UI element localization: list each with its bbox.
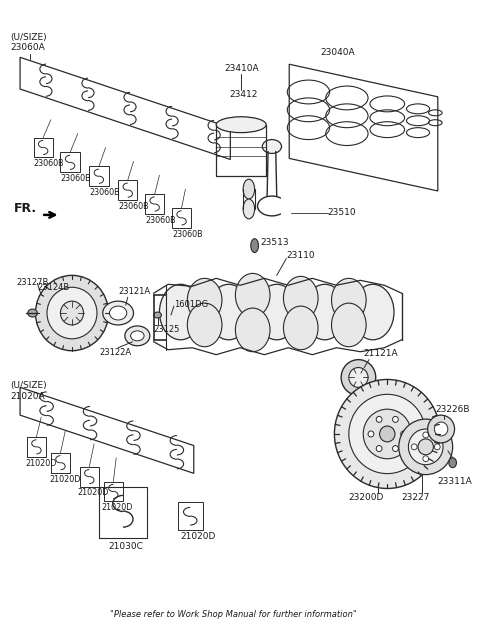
Ellipse shape [60, 301, 84, 325]
Ellipse shape [251, 238, 258, 252]
Text: 23125: 23125 [154, 325, 180, 334]
Text: 23110: 23110 [287, 250, 315, 259]
Ellipse shape [352, 284, 394, 340]
Text: 23060B: 23060B [118, 202, 149, 211]
Ellipse shape [187, 303, 222, 347]
Bar [60, 152, 80, 172]
Text: 23060B: 23060B [172, 230, 203, 239]
Ellipse shape [393, 417, 398, 422]
Ellipse shape [363, 409, 411, 459]
Ellipse shape [368, 431, 374, 437]
Text: 21020D: 21020D [49, 475, 80, 484]
Text: 23510: 23510 [328, 209, 356, 217]
Bar [27, 437, 46, 456]
Ellipse shape [423, 456, 429, 462]
Text: 23060B: 23060B [60, 174, 91, 183]
Text: 23410A: 23410A [224, 64, 259, 74]
Bar [34, 138, 53, 157]
Ellipse shape [399, 419, 453, 475]
Ellipse shape [332, 303, 366, 347]
Text: 23227: 23227 [402, 493, 430, 502]
Ellipse shape [255, 284, 298, 340]
Ellipse shape [449, 458, 456, 468]
Ellipse shape [411, 444, 417, 450]
Ellipse shape [434, 444, 440, 450]
Ellipse shape [262, 139, 282, 153]
Ellipse shape [423, 432, 429, 438]
Ellipse shape [207, 284, 250, 340]
Ellipse shape [418, 439, 433, 455]
Ellipse shape [428, 415, 455, 443]
Bar [118, 180, 137, 200]
Bar [104, 482, 123, 501]
Ellipse shape [376, 446, 382, 451]
Ellipse shape [36, 275, 108, 351]
Text: 23127B: 23127B [16, 278, 48, 287]
Ellipse shape [401, 431, 407, 437]
Text: 1601DG: 1601DG [174, 300, 208, 309]
Ellipse shape [47, 287, 97, 339]
Text: 23226B: 23226B [435, 405, 470, 414]
Bar [80, 467, 99, 486]
Ellipse shape [235, 308, 270, 352]
Text: 21030C: 21030C [108, 542, 144, 551]
Ellipse shape [349, 368, 368, 387]
Ellipse shape [341, 359, 376, 396]
Ellipse shape [380, 426, 395, 442]
Ellipse shape [131, 331, 144, 341]
Text: 23412: 23412 [229, 90, 258, 99]
Text: 23060B: 23060B [89, 188, 120, 197]
Ellipse shape [393, 446, 398, 451]
Text: 23513: 23513 [260, 238, 289, 247]
Bar [89, 166, 108, 186]
Ellipse shape [243, 179, 254, 199]
Ellipse shape [284, 306, 318, 350]
Ellipse shape [109, 306, 127, 320]
Text: 23040A: 23040A [320, 48, 355, 57]
Bar [99, 486, 147, 538]
Ellipse shape [349, 394, 426, 474]
Text: (U/SIZE)
23060A: (U/SIZE) 23060A [11, 32, 47, 52]
Text: 23311A: 23311A [437, 477, 472, 486]
Bar [145, 194, 164, 214]
Ellipse shape [235, 273, 270, 317]
Text: 21020D: 21020D [78, 488, 109, 498]
Bar [51, 453, 70, 472]
Bar [172, 208, 191, 228]
Text: 23124B: 23124B [37, 283, 70, 292]
Ellipse shape [187, 278, 222, 322]
Ellipse shape [216, 117, 266, 133]
Ellipse shape [154, 312, 161, 318]
Text: 23200D: 23200D [349, 493, 384, 502]
Text: "Please refer to Work Shop Manual for further information": "Please refer to Work Shop Manual for fu… [110, 611, 357, 619]
Text: 21121A: 21121A [363, 349, 398, 358]
Text: 23121A: 23121A [118, 287, 150, 296]
Ellipse shape [408, 429, 443, 465]
Ellipse shape [125, 326, 150, 346]
Text: 21020D: 21020D [102, 503, 133, 512]
Ellipse shape [304, 284, 346, 340]
Ellipse shape [434, 422, 448, 436]
Text: FR.: FR. [14, 202, 37, 216]
Text: 23122A: 23122A [99, 347, 131, 357]
Ellipse shape [103, 301, 133, 325]
Bar [178, 502, 203, 530]
Ellipse shape [28, 309, 37, 317]
Text: 21020D: 21020D [180, 532, 216, 541]
Text: (U/SIZE)
21020A: (U/SIZE) 21020A [11, 382, 47, 401]
Text: 23060B: 23060B [145, 216, 176, 225]
Ellipse shape [159, 284, 202, 340]
Ellipse shape [335, 379, 440, 488]
Ellipse shape [376, 417, 382, 422]
Ellipse shape [284, 276, 318, 320]
Ellipse shape [243, 199, 254, 219]
Text: 23060B: 23060B [34, 159, 64, 169]
Text: 21020D: 21020D [25, 459, 56, 468]
Ellipse shape [332, 278, 366, 322]
